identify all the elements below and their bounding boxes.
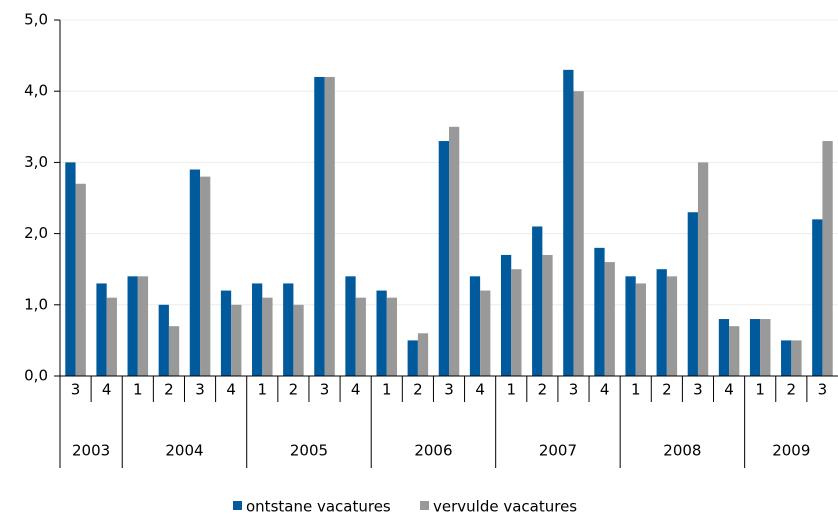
bar xyxy=(376,290,387,376)
bar xyxy=(781,340,792,376)
x-group-label: 2009 xyxy=(772,442,810,460)
bar xyxy=(625,276,636,376)
bar xyxy=(749,319,761,376)
legend-swatch xyxy=(420,501,429,510)
bar xyxy=(262,297,273,376)
legend-label: ontstane vacatures xyxy=(246,498,391,516)
bar xyxy=(189,169,201,376)
x-tick-label: 1 xyxy=(506,381,516,399)
x-tick-label: 1 xyxy=(631,381,641,399)
bar xyxy=(168,326,180,376)
x-tick-label: 4 xyxy=(351,381,361,399)
bar xyxy=(407,340,418,376)
x-tick-label: 4 xyxy=(226,381,236,399)
bar xyxy=(324,76,335,377)
bar xyxy=(200,176,211,376)
bar xyxy=(469,276,481,376)
x-tick-label: 1 xyxy=(133,381,143,399)
bar xyxy=(812,219,823,376)
bar xyxy=(75,183,86,376)
x-tick-label: 3 xyxy=(569,381,579,399)
x-tick-label: 1 xyxy=(258,381,268,399)
x-tick-label: 3 xyxy=(195,381,205,399)
bar xyxy=(438,141,449,376)
y-tick-label: 3,0 xyxy=(24,153,48,171)
x-tick-label: 3 xyxy=(693,381,703,399)
x-tick-label: 3 xyxy=(818,381,828,399)
bar xyxy=(791,340,802,376)
y-tick-label: 1,0 xyxy=(24,295,48,313)
x-tick-label: 3 xyxy=(71,381,81,399)
x-group-label: 2007 xyxy=(539,442,577,460)
bar xyxy=(231,304,242,376)
y-tick-label: 4,0 xyxy=(24,82,48,100)
bar xyxy=(511,269,522,376)
legend-label: vervulde vacatures xyxy=(433,498,577,516)
bar xyxy=(293,304,304,376)
legend-swatch xyxy=(233,501,242,510)
bar xyxy=(283,283,294,376)
bar xyxy=(500,254,512,376)
bar xyxy=(137,276,149,376)
bar xyxy=(656,269,667,376)
y-tick-label: 2,0 xyxy=(24,224,48,242)
bar xyxy=(697,162,709,376)
bar xyxy=(687,212,698,376)
bar xyxy=(106,297,117,376)
x-tick-label: 3 xyxy=(320,381,330,399)
bar xyxy=(760,319,771,376)
bar xyxy=(96,283,107,376)
y-tick-label: 5,0 xyxy=(24,11,48,29)
bar xyxy=(718,319,730,376)
x-group-label: 2003 xyxy=(72,442,110,460)
bar xyxy=(355,297,366,376)
bar xyxy=(65,162,76,376)
x-tick-label: 2 xyxy=(787,381,797,399)
bar xyxy=(220,290,232,376)
bar xyxy=(573,91,584,376)
bar xyxy=(594,247,605,376)
x-tick-label: 3 xyxy=(444,381,454,399)
bar xyxy=(417,333,429,376)
bar xyxy=(666,276,678,376)
x-tick-label: 4 xyxy=(102,381,112,399)
bar xyxy=(127,276,138,376)
x-tick-label: 4 xyxy=(475,381,485,399)
bar xyxy=(480,290,491,376)
bar xyxy=(252,283,263,376)
x-tick-label: 2 xyxy=(662,381,672,399)
bar xyxy=(158,304,169,376)
bar xyxy=(635,283,646,376)
bar xyxy=(532,226,543,376)
x-group-label: 2005 xyxy=(290,442,328,460)
bar xyxy=(563,69,574,376)
x-tick-label: 2 xyxy=(538,381,548,399)
x-group-label: 2006 xyxy=(414,442,452,460)
bar xyxy=(386,297,398,376)
bar xyxy=(449,126,460,376)
x-tick-label: 2 xyxy=(289,381,299,399)
x-tick-label: 1 xyxy=(755,381,765,399)
bar xyxy=(822,141,833,376)
bar xyxy=(542,254,553,376)
x-tick-label: 1 xyxy=(382,381,392,399)
bar xyxy=(604,262,615,376)
bar xyxy=(729,326,740,376)
y-tick-label: 0,0 xyxy=(24,367,48,385)
bar xyxy=(345,276,356,376)
bar xyxy=(314,76,325,377)
x-group-label: 2008 xyxy=(663,442,701,460)
x-tick-label: 2 xyxy=(413,381,423,399)
x-group-label: 2004 xyxy=(165,442,203,460)
x-tick-label: 4 xyxy=(600,381,610,399)
x-tick-label: 4 xyxy=(724,381,734,399)
x-tick-label: 2 xyxy=(164,381,174,399)
